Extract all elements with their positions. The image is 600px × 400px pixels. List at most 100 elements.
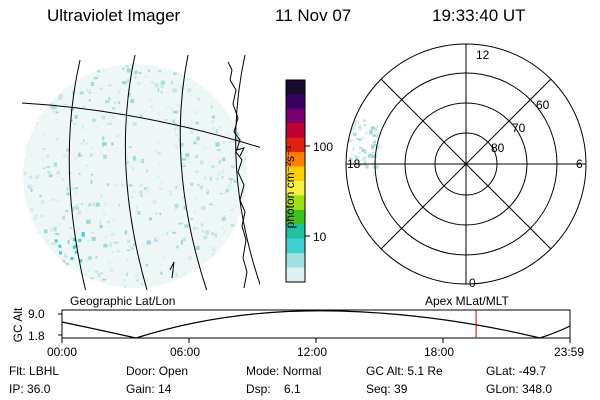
emission-pixel xyxy=(82,106,86,108)
emission-pixel xyxy=(95,256,98,259)
emission-pixel xyxy=(101,69,106,72)
emission-pixel xyxy=(66,192,71,196)
emission-pixel-bright xyxy=(81,231,85,235)
emission-pixel xyxy=(63,154,68,158)
emission-pixel xyxy=(231,165,236,168)
emission-pixel xyxy=(93,77,98,80)
polar-emission-pixel xyxy=(350,127,355,132)
polar-emission-pixel xyxy=(376,134,378,138)
emission-pixel xyxy=(190,182,194,186)
emission-pixel xyxy=(185,153,190,157)
emission-pixel xyxy=(215,177,220,181)
emission-pixel xyxy=(34,215,38,220)
emission-pixel xyxy=(42,148,46,150)
emission-pixel xyxy=(216,245,219,248)
mlt-label-12: 12 xyxy=(476,48,490,62)
emission-pixel xyxy=(54,100,57,104)
emission-pixel xyxy=(134,70,138,75)
emission-pixel xyxy=(59,94,63,98)
status-seq: Seq: 39 xyxy=(366,382,407,396)
emission-pixel xyxy=(48,174,53,178)
emission-pixel xyxy=(55,118,59,121)
emission-pixel xyxy=(88,91,91,94)
emission-pixel xyxy=(196,227,199,230)
polar-emission-pixel xyxy=(365,164,369,169)
lat-label-60: 60 xyxy=(536,98,550,112)
emission-pixel xyxy=(182,158,186,161)
emission-pixel xyxy=(79,142,84,145)
emission-pixel xyxy=(90,145,93,150)
emission-pixel xyxy=(77,245,80,248)
emission-pixel xyxy=(221,226,224,229)
emission-pixel xyxy=(95,126,98,129)
emission-pixel xyxy=(27,184,32,189)
emission-pixel xyxy=(65,262,69,266)
emission-pixel xyxy=(215,182,219,185)
emission-pixel xyxy=(133,243,136,246)
emission-pixel xyxy=(158,70,162,73)
polar-emission-pixel xyxy=(374,127,377,131)
emission-pixel xyxy=(140,114,143,119)
emission-pixel xyxy=(230,223,236,227)
colorbar-band xyxy=(286,224,305,240)
emission-pixel xyxy=(113,101,117,104)
emission-pixel xyxy=(114,184,119,187)
emission-pixel xyxy=(164,119,169,121)
emission-pixel xyxy=(139,190,143,194)
emission-pixel xyxy=(165,106,171,109)
emission-pixel xyxy=(125,198,130,201)
emission-pixel xyxy=(56,171,60,175)
polar-emission-pixel xyxy=(350,161,354,165)
date-label: 11 Nov 07 xyxy=(275,6,352,25)
emission-pixel xyxy=(197,184,200,187)
emission-pixel-bright xyxy=(58,244,62,248)
emission-pixel xyxy=(109,242,112,247)
mlt-label-18: 18 xyxy=(347,157,361,171)
emission-pixel xyxy=(194,111,197,115)
colorbar-band xyxy=(286,267,305,283)
emission-pixel xyxy=(211,247,216,252)
emission-pixel xyxy=(103,154,107,159)
emission-pixel xyxy=(229,177,233,181)
emission-pixel xyxy=(199,160,204,165)
polar-emission-pixel xyxy=(372,133,376,136)
emission-pixel xyxy=(103,243,108,248)
emission-pixel xyxy=(217,174,220,176)
status-ip-key: IP: xyxy=(9,382,24,396)
emission-pixel xyxy=(216,149,221,151)
emission-pixel xyxy=(68,203,71,206)
emission-pixel xyxy=(126,258,129,262)
emission-pixel-bright xyxy=(79,259,83,263)
polar-emission-pixel xyxy=(348,156,353,161)
emission-pixel xyxy=(39,194,42,197)
status-seq-value: 39 xyxy=(394,382,408,396)
emission-pixel xyxy=(85,164,88,168)
polar-emission-pixel xyxy=(363,149,367,153)
emission-pixel xyxy=(190,130,193,134)
status-dsp-value: 6.1 xyxy=(284,382,301,396)
instrument-title: Ultraviolet Imager xyxy=(47,6,181,25)
emission-pixel xyxy=(158,162,161,166)
polar-emission-pixel xyxy=(348,139,352,143)
emission-pixel xyxy=(187,256,192,261)
emission-pixel xyxy=(187,225,191,227)
y-tick-label-1-8: 1.8 xyxy=(28,329,45,343)
emission-pixel xyxy=(195,121,199,125)
emission-pixel xyxy=(102,136,105,141)
polar-emission-pixel xyxy=(361,157,366,161)
emission-pixel xyxy=(69,236,73,240)
emission-pixel xyxy=(173,110,178,114)
emission-pixel xyxy=(195,246,200,250)
apex-label: Apex MLat/MLT xyxy=(425,294,509,308)
emission-pixel xyxy=(245,166,247,170)
emission-pixel xyxy=(125,65,129,68)
polar-emission-pixel xyxy=(373,143,377,147)
emission-pixel xyxy=(62,178,65,181)
emission-pixel xyxy=(99,87,104,90)
polar-emission-pixel xyxy=(363,152,367,155)
emission-pixel xyxy=(94,270,97,273)
emission-pixel xyxy=(110,115,114,117)
emission-pixel xyxy=(91,236,96,241)
emission-pixel xyxy=(200,223,204,227)
